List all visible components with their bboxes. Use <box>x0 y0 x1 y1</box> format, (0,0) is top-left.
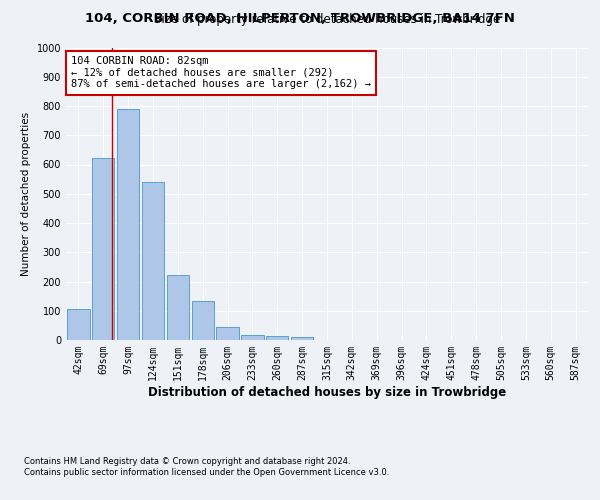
X-axis label: Distribution of detached houses by size in Trowbridge: Distribution of detached houses by size … <box>148 386 506 398</box>
Text: Contains HM Land Registry data © Crown copyright and database right 2024.
Contai: Contains HM Land Registry data © Crown c… <box>24 458 389 477</box>
Title: Size of property relative to detached houses in Trowbridge: Size of property relative to detached ho… <box>154 12 500 26</box>
Bar <box>241 334 263 340</box>
Text: 104, CORBIN ROAD, HILPERTON, TROWBRIDGE, BA14 7FN: 104, CORBIN ROAD, HILPERTON, TROWBRIDGE,… <box>85 12 515 26</box>
Bar <box>142 182 164 340</box>
Bar <box>92 158 115 340</box>
Bar <box>266 336 289 340</box>
Bar <box>217 327 239 340</box>
Bar <box>117 109 139 340</box>
Bar <box>291 337 313 340</box>
Y-axis label: Number of detached properties: Number of detached properties <box>21 112 31 276</box>
Bar <box>67 310 89 340</box>
Bar <box>167 275 189 340</box>
Text: 104 CORBIN ROAD: 82sqm
← 12% of detached houses are smaller (292)
87% of semi-de: 104 CORBIN ROAD: 82sqm ← 12% of detached… <box>71 56 371 90</box>
Bar <box>191 300 214 340</box>
